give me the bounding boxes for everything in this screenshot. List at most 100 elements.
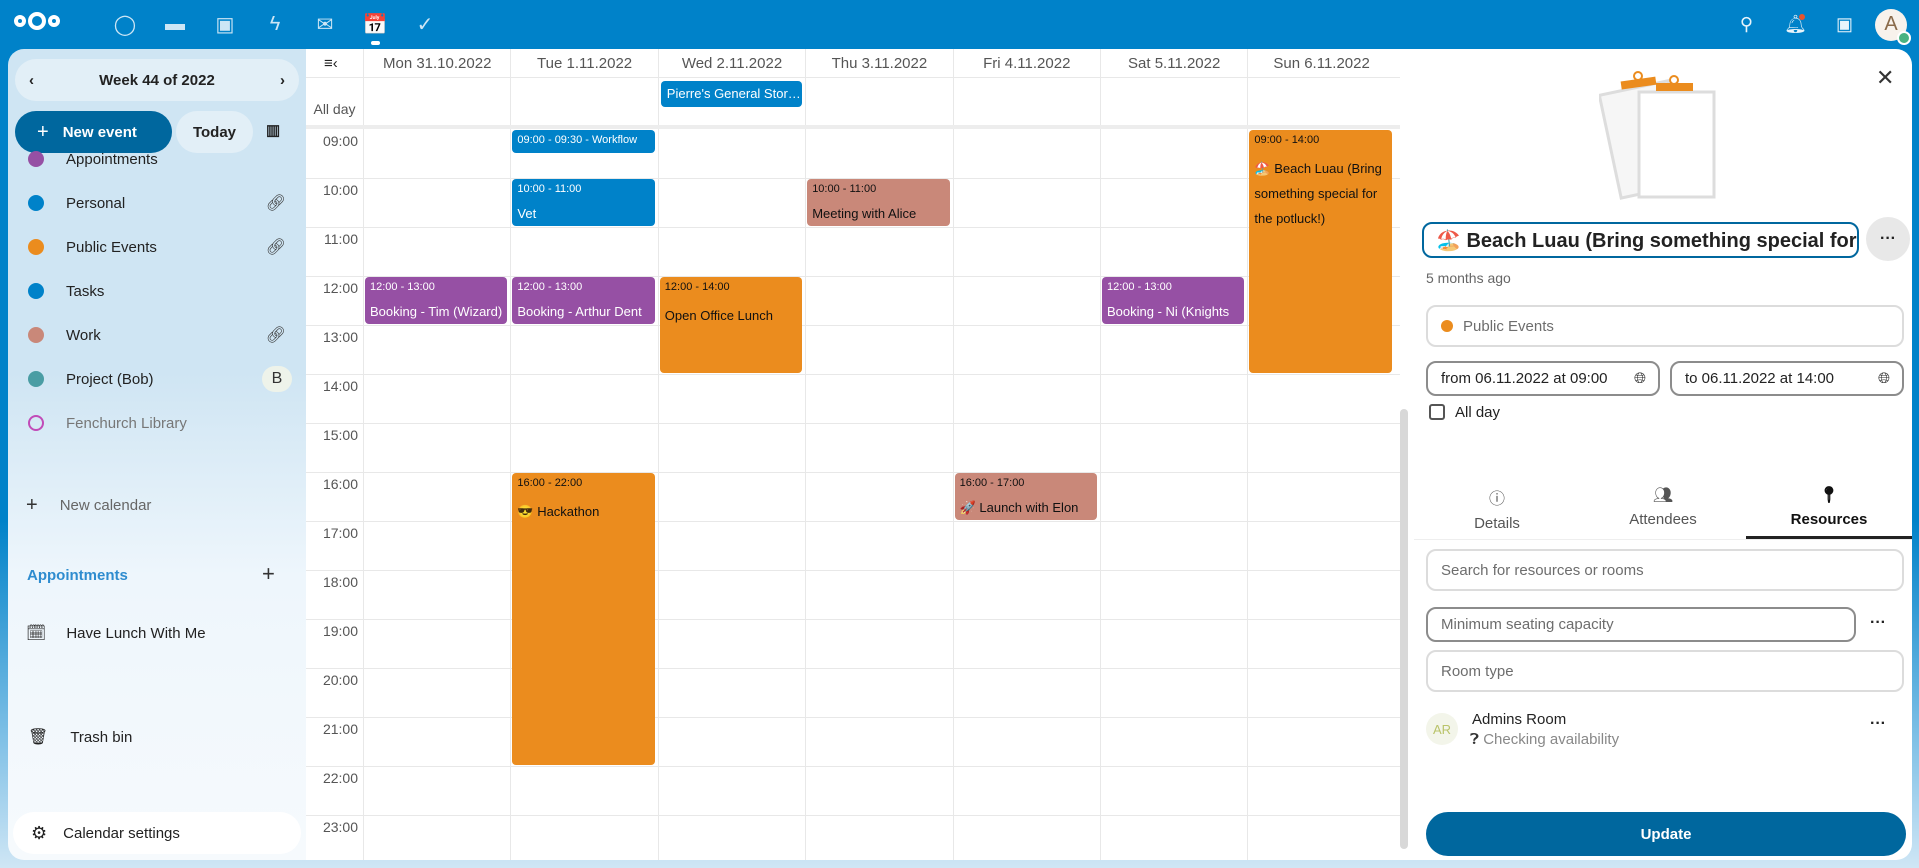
sidebar-calendar-item[interactable]: Personal 🔗︎: [8, 181, 306, 225]
event-title: 🏖️ Beach Luau (Bring something special f…: [1254, 161, 1382, 226]
globe-icon[interactable]: 🌐︎: [1877, 370, 1890, 387]
calendar-event[interactable]: 12:00 - 13:00 Booking - Arthur Dent: [512, 277, 655, 324]
calendar-color-dot[interactable]: [28, 151, 44, 167]
dashboard-icon[interactable]: ◯: [113, 14, 137, 36]
trash-label: Trash bin: [70, 728, 133, 746]
calendar-color-dot[interactable]: [28, 283, 44, 299]
seating-capacity-input[interactable]: Minimum seating capacity: [1426, 607, 1856, 642]
hour-line: [306, 276, 1400, 277]
sidebar-calendar-item[interactable]: Tasks: [8, 269, 306, 313]
hour-line: [306, 178, 1400, 179]
event-title-input[interactable]: 🏖️ Beach Luau (Bring something special f…: [1422, 222, 1859, 258]
tab-details[interactable]: ⓘ Details: [1414, 479, 1580, 539]
event-title: 🚀 Launch with Elon: [959, 500, 1079, 516]
nextcloud-logo[interactable]: [14, 12, 60, 30]
new-calendar-button[interactable]: + New calendar: [8, 483, 306, 527]
calendar-event[interactable]: 16:00 - 17:00 🚀 Launch with Elon: [954, 473, 1097, 520]
calendar-event[interactable]: 09:00 - 09:30 - Workflow: [512, 130, 655, 153]
day-header: Wed 2.11.2022: [657, 49, 805, 78]
add-appointment-icon[interactable]: +: [262, 561, 275, 586]
hour-label: 09:00: [322, 133, 358, 149]
calendar-icon[interactable]: 📅: [350, 0, 400, 49]
all-day-label: All day: [313, 101, 356, 117]
day-column-divider: [657, 49, 659, 860]
calendar-event[interactable]: 16:00 - 22:00 😎 Hackathon: [512, 473, 655, 765]
info-icon: ⓘ: [1488, 491, 1505, 508]
calendar-settings-button[interactable]: ⚙ Calendar settings: [13, 812, 301, 854]
modified-time: 5 months ago: [1426, 270, 1511, 286]
hour-label: 18:00: [322, 574, 358, 590]
calendar-color-dot[interactable]: [28, 239, 44, 255]
hour-line: [306, 423, 1400, 424]
trash-bin-button[interactable]: 🗑︎ Trash bin: [8, 715, 306, 759]
settings-label: Calendar settings: [63, 824, 180, 842]
sidebar-calendar-item[interactable]: Public Events 🔗︎: [8, 225, 306, 269]
calendar-picker[interactable]: Public Events: [1426, 305, 1904, 347]
app-menu: ◯ ▬ ▣ ϟ ✉ 📅 ✓: [100, 0, 450, 49]
event-title: Booking - Arthur Dent: [517, 304, 642, 320]
sidebar-calendar-item[interactable]: Work 🔗︎: [8, 313, 306, 357]
sidebar-calendar-item[interactable]: Fenchurch Library: [8, 401, 306, 445]
week-label[interactable]: Week 44 of 2022: [99, 71, 215, 89]
share-link-icon[interactable]: 🔗︎: [265, 327, 286, 344]
calendar-color-dot[interactable]: [28, 371, 44, 387]
close-icon[interactable]: ✕: [1876, 65, 1895, 90]
end-datetime-value: to 06.11.2022 at 14:00: [1685, 370, 1835, 387]
collapse-sidebar-icon[interactable]: ≡‹: [324, 55, 338, 72]
photos-icon[interactable]: ▣: [215, 14, 235, 36]
scrollbar[interactable]: [1400, 409, 1408, 849]
share-link-icon[interactable]: 🔗︎: [265, 239, 286, 256]
sidebar: ‹ Week 44 of 2022 › + New event Today ▥ A…: [8, 49, 306, 860]
calendar-event[interactable]: 09:00 - 14:00 🏖️ Beach Luau (Bring someth…: [1249, 130, 1392, 373]
calendar-color-dot[interactable]: [28, 415, 44, 431]
day-column-divider: [510, 49, 512, 860]
event-actions-button[interactable]: ···: [1866, 217, 1910, 261]
appointment-item[interactable]: 🗓︎ Have Lunch With Me: [8, 611, 306, 655]
contacts-icon[interactable]: ▣: [1835, 14, 1853, 34]
tasks-icon[interactable]: ✓: [416, 14, 434, 36]
next-week-button[interactable]: ›: [279, 71, 285, 89]
event-title: Open Office Lunch: [664, 308, 773, 324]
sidebar-calendar-item[interactable]: Appointments: [8, 137, 306, 181]
share-link-icon[interactable]: 🔗︎: [265, 195, 286, 212]
calendar-event[interactable]: 12:00 - 13:00 Booking - Tim (Wizard): [365, 277, 508, 324]
calendar-color-dot[interactable]: [28, 327, 44, 343]
tab-attendees[interactable]: 👥︎ Attendees: [1580, 479, 1746, 539]
previous-week-button[interactable]: ‹: [29, 71, 34, 89]
view-columns-icon[interactable]: ▥: [266, 122, 281, 139]
activity-icon[interactable]: ϟ: [269, 13, 281, 35]
room-type-select[interactable]: Room type: [1426, 650, 1904, 692]
today-button[interactable]: Today: [176, 111, 253, 153]
sidebar-calendar-item[interactable]: Project (Bob) B: [8, 357, 306, 401]
calendar-event[interactable]: 12:00 - 13:00 Booking - Ni (Knights: [1102, 277, 1245, 324]
hour-line: [306, 717, 1400, 718]
end-datetime-field[interactable]: to 06.11.2022 at 14:00 🌐︎: [1670, 361, 1904, 396]
calendar-color-dot[interactable]: [28, 195, 44, 211]
search-icon[interactable]: ⚲: [1739, 14, 1754, 34]
filter-options-button[interactable]: ···: [1870, 614, 1886, 631]
week-navigator: ‹ Week 44 of 2022 ›: [15, 59, 299, 101]
new-event-button[interactable]: + New event: [15, 111, 172, 153]
calendar-label: Appointments: [66, 150, 158, 168]
day-header: Tue 1.11.2022: [510, 49, 657, 78]
event-title: Booking - Tim (Wizard): [370, 304, 503, 320]
globe-icon[interactable]: 🌐︎: [1633, 370, 1646, 387]
day-column-divider: [952, 49, 954, 860]
resource-search-input[interactable]: Search for resources or rooms: [1426, 549, 1904, 591]
start-datetime-field[interactable]: from 06.11.2022 at 09:00 🌐︎: [1426, 361, 1660, 396]
files-icon[interactable]: ▬: [165, 13, 185, 35]
all-day-event[interactable]: Pierre's General Stor…: [660, 81, 803, 107]
calendar-event[interactable]: 10:00 - 11:00 Meeting with Alice: [807, 179, 950, 226]
all-day-checkbox[interactable]: [1429, 404, 1445, 420]
calendar-event[interactable]: 12:00 - 14:00 Open Office Lunch: [659, 277, 803, 373]
hour-label: 10:00: [322, 182, 358, 198]
notifications-bell-icon[interactable]: 🔔︎: [1784, 14, 1807, 34]
calendar-color-dot: [1441, 320, 1453, 332]
calendar-event[interactable]: 10:00 - 11:00 Vet: [512, 179, 655, 226]
user-avatar[interactable]: A: [1875, 8, 1911, 45]
tab-resources[interactable]: 📍︎ Resources: [1746, 479, 1912, 539]
mail-icon[interactable]: ✉: [316, 14, 334, 36]
resource-actions-button[interactable]: ···: [1870, 715, 1886, 732]
update-button[interactable]: Update: [1426, 812, 1906, 856]
appointments-heading[interactable]: Appointments: [27, 567, 128, 584]
